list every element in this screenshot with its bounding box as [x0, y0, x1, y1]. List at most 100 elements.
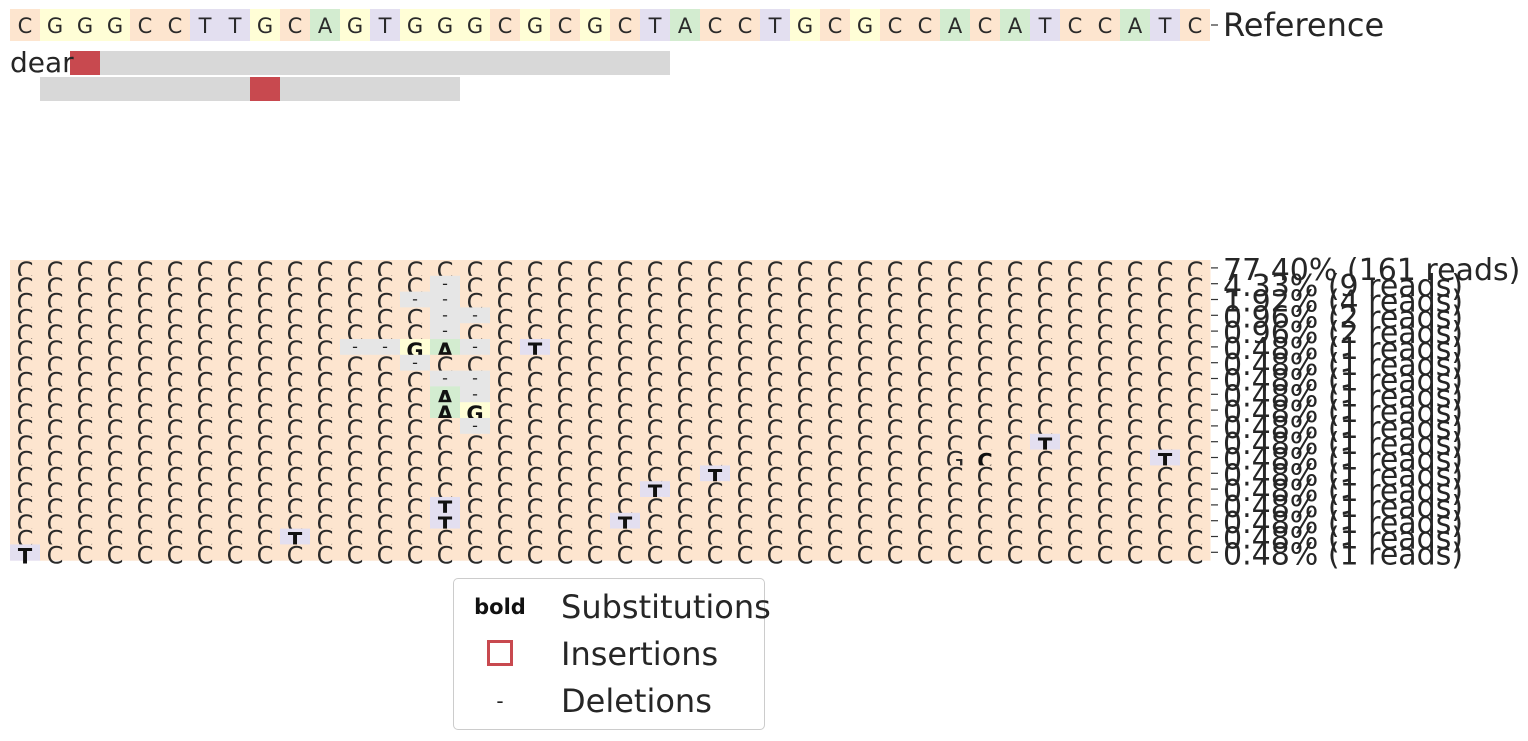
- allele-cell: [130, 307, 161, 324]
- allele-cell: [430, 275, 461, 293]
- allele-cell: [640, 260, 671, 277]
- allele-base: C: [227, 541, 244, 569]
- allele-cell: [1120, 323, 1151, 340]
- reference-cell: [640, 9, 670, 41]
- reference-base: A: [318, 14, 333, 38]
- allele-cell: [190, 260, 221, 277]
- allele-cell: [700, 339, 731, 356]
- deletion-mark: -: [442, 274, 448, 293]
- reference-cell: [310, 9, 340, 41]
- allele-cell: [850, 307, 881, 324]
- allele-cell: [370, 291, 401, 308]
- allele-cell: [1060, 275, 1091, 293]
- allele-cell: [520, 260, 551, 277]
- reference-cell: [370, 9, 400, 41]
- allele-cell: [880, 339, 911, 356]
- allele-cell: [430, 307, 461, 324]
- deletion-mark: -: [442, 305, 448, 324]
- legend-substitutions-label: Substitutions: [561, 588, 771, 626]
- allele-cell: [1000, 339, 1031, 356]
- allele-cell: [70, 339, 101, 356]
- allele-cell: [730, 260, 761, 277]
- allele-cell: [760, 307, 791, 324]
- allele-cell: [760, 291, 791, 308]
- allele-cell: [610, 291, 641, 308]
- reference-base: C: [708, 14, 723, 38]
- allele-cell: [250, 260, 281, 277]
- allele-cell: [700, 275, 731, 293]
- allele-labels: 77.40% (161 reads)4.33% (9 reads)1.92% (…: [1211, 253, 1520, 572]
- allele-cell: [10, 354, 41, 372]
- allele-cell: [310, 307, 341, 324]
- allele-cell: [490, 260, 521, 277]
- allele-cell: [490, 291, 521, 308]
- allele-cell: [220, 260, 251, 277]
- reference-base: C: [828, 14, 843, 38]
- allele-cell: [1180, 260, 1211, 277]
- allele-cell: [160, 307, 191, 324]
- allele-cell: [820, 291, 851, 308]
- deletion-mark: -: [382, 337, 388, 356]
- allele-cell: [760, 339, 791, 356]
- allele-cell: [790, 260, 821, 277]
- reference-cell: [280, 9, 310, 41]
- allele-cell: [520, 307, 551, 324]
- allele-cell: [670, 307, 701, 324]
- allele-cell: [880, 323, 911, 340]
- allele-cell: [40, 323, 71, 340]
- guide-insertion-mark: [250, 77, 280, 101]
- allele-cell: [880, 260, 911, 277]
- allele-cell: [640, 307, 671, 324]
- allele-cell: [910, 307, 941, 324]
- allele-cell: [1180, 323, 1211, 340]
- allele-cell: [640, 291, 671, 308]
- reference-cell: [820, 9, 850, 41]
- reference-cell: [970, 9, 1000, 41]
- allele-cell: [160, 339, 191, 356]
- allele-cell: [670, 260, 701, 277]
- allele-cell: [40, 291, 71, 308]
- allele-cell: [460, 307, 491, 324]
- allele-cell: [1030, 291, 1061, 308]
- allele-base: C: [437, 541, 454, 569]
- allele-cell: [1180, 339, 1211, 356]
- allele-base: C: [107, 541, 124, 569]
- allele-cell: [1060, 260, 1091, 277]
- allele-cell: [340, 260, 371, 277]
- allele-cell: [820, 339, 851, 356]
- allele-cell: [400, 323, 431, 340]
- reference-base: C: [918, 14, 933, 38]
- allele-cell: [910, 339, 941, 356]
- reference-base: G: [857, 14, 873, 38]
- allele-cell: [370, 323, 401, 340]
- deletion-mark: -: [472, 384, 478, 403]
- reference-cell: [790, 9, 820, 41]
- reference-cell: [1180, 9, 1210, 41]
- allele-base: C: [617, 541, 634, 569]
- allele-cell: [460, 291, 491, 308]
- reference-cell: [670, 9, 700, 41]
- allele-base: C: [1127, 541, 1144, 569]
- allele-cell: [370, 260, 401, 277]
- allele-cell: [640, 339, 671, 356]
- reference-base: C: [618, 14, 633, 38]
- legend: bold Substitutions Insertions - Deletion…: [453, 578, 771, 730]
- allele-base: C: [1067, 541, 1084, 569]
- allele-cell: [940, 260, 971, 277]
- allele-cell: [370, 307, 401, 324]
- allele-cell: [610, 260, 641, 277]
- allele-cell: [880, 307, 911, 324]
- reference-cell: [340, 9, 370, 41]
- allele-cell: [1000, 307, 1031, 324]
- allele-cell: [820, 323, 851, 340]
- deletion-mark: -: [442, 369, 448, 388]
- reference-base: A: [1128, 14, 1143, 38]
- allele-base: C: [767, 541, 784, 569]
- reference-base: G: [587, 14, 603, 38]
- allele-cell: [610, 339, 641, 356]
- allele-cell: [1090, 260, 1121, 277]
- legend-substitutions: bold Substitutions: [454, 583, 771, 631]
- allele-cell: [1180, 275, 1211, 293]
- reference-cell: [100, 9, 130, 41]
